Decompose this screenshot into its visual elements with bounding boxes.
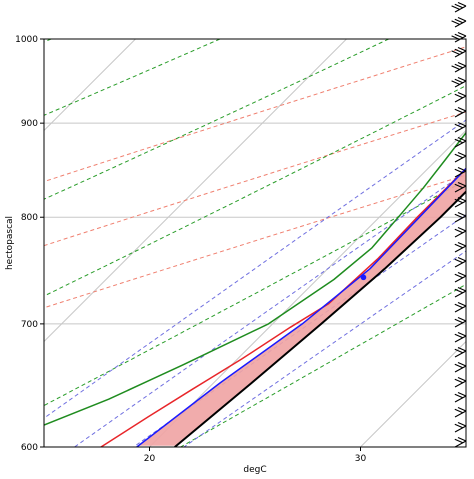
axis-ticks: 600 700 800 900 1000 20 30 — [15, 35, 366, 464]
dewpoint-line — [44, 131, 466, 426]
wind-barb — [454, 151, 467, 163]
wind-barb — [454, 196, 467, 208]
wind-barb — [454, 121, 467, 133]
wind-barb — [454, 226, 467, 238]
x-tick-label: 30 — [355, 454, 367, 464]
wind-barbs — [451, 1, 467, 448]
mixing-ratio-line — [44, 119, 466, 419]
y-tick-label: 800 — [21, 213, 38, 223]
plot-frame — [43, 38, 467, 448]
wind-barb — [454, 361, 467, 373]
wind-barb — [451, 1, 467, 13]
dry-adiabat — [44, 111, 466, 247]
wind-barb — [454, 286, 467, 298]
virtual-marker — [360, 274, 367, 281]
isotherm-line — [44, 39, 347, 343]
wind-barb — [451, 31, 467, 43]
y-tick-label: 600 — [21, 443, 38, 453]
wind-barb — [454, 436, 467, 448]
wind-barb — [454, 346, 467, 358]
dry-adiabat — [44, 46, 466, 183]
wind-barb — [451, 46, 467, 58]
moist-adiabat — [180, 283, 466, 447]
wind-barb — [454, 241, 467, 253]
wind-barb — [451, 76, 467, 88]
wind-barb — [454, 181, 467, 193]
wind-barb — [454, 316, 467, 328]
dry-adiabat — [44, 174, 466, 309]
x-axis-label: degC — [243, 465, 266, 475]
parcel-line — [174, 190, 466, 447]
wind-barb — [454, 211, 467, 223]
virtual-line — [136, 167, 466, 447]
wind-barb — [454, 301, 467, 313]
isotherm-line — [44, 39, 136, 132]
wind-barb — [451, 61, 467, 73]
wind-barb — [454, 136, 467, 148]
wind-barb — [451, 16, 467, 28]
wind-barb — [454, 106, 467, 118]
y-tick-label: 1000 — [15, 35, 38, 45]
isotherm-line — [149, 129, 466, 447]
y-tick-label: 900 — [21, 119, 38, 129]
wind-barb — [454, 256, 467, 268]
wind-barb — [454, 376, 467, 388]
moist-adiabat — [44, 39, 389, 200]
wind-barb — [454, 391, 467, 403]
wind-barb — [454, 166, 467, 178]
wind-barb — [454, 421, 467, 433]
y-tick-label: 700 — [21, 320, 38, 330]
y-axis-label: hectopascal — [5, 216, 15, 270]
mixing-ratio-line — [183, 250, 466, 447]
x-tick-label: 20 — [144, 454, 156, 464]
mixing-ratio-line — [74, 171, 466, 447]
isotherm-line — [360, 340, 466, 447]
wind-barb — [454, 331, 467, 343]
plot-area — [43, 38, 467, 448]
wind-barb — [454, 271, 467, 283]
wind-barb — [454, 91, 467, 103]
wind-barb — [454, 406, 467, 418]
moist-adiabat — [44, 85, 466, 297]
profile-markers — [360, 274, 367, 281]
